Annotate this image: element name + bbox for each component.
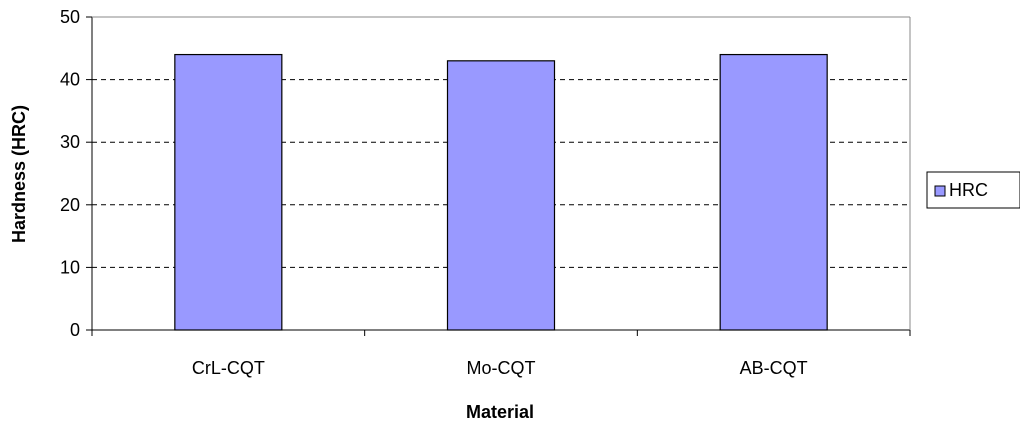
- y-tick-label: 40: [60, 70, 80, 90]
- x-tick-label: AB-CQT: [740, 358, 808, 378]
- legend-label-hrc: HRC: [949, 180, 988, 200]
- y-tick-label: 10: [60, 257, 80, 277]
- bar-crl-cqt: [174, 53, 283, 331]
- bars: [174, 53, 828, 331]
- y-tick-label: 0: [70, 320, 80, 340]
- legend-swatch: [934, 185, 946, 197]
- y-axis-title: Hardness (HRC): [9, 105, 29, 243]
- x-axis-title: Material: [466, 402, 534, 422]
- y-tick-labels: 0 10 20 30 40 50: [60, 7, 80, 340]
- bar-mo-cqt: [446, 60, 556, 331]
- x-tick-label: Mo-CQT: [467, 358, 536, 378]
- bar-ab-cqt: [719, 53, 828, 331]
- x-tick-labels: CrL-CQT Mo-CQT AB-CQT: [192, 358, 808, 378]
- legend: HRC: [926, 171, 1020, 209]
- y-tick-label: 20: [60, 195, 80, 215]
- axes: [86, 16, 911, 336]
- y-tick-label: 30: [60, 132, 80, 152]
- x-tick-label: CrL-CQT: [192, 358, 265, 378]
- y-tick-label: 50: [60, 7, 80, 27]
